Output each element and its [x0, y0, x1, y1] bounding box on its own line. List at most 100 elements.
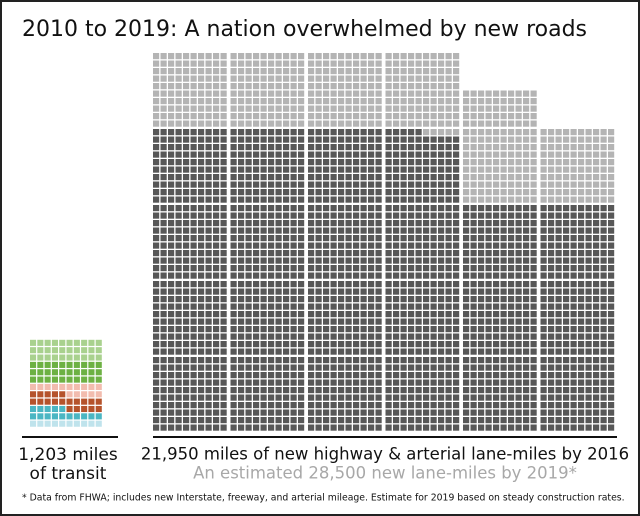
transit-square — [51, 369, 58, 376]
highway-square — [508, 235, 515, 242]
highway-square — [323, 296, 330, 303]
highway-square — [570, 372, 577, 379]
highway-square — [205, 196, 212, 203]
estimate-square — [453, 68, 460, 75]
highway-square — [260, 326, 267, 333]
highway-square — [345, 341, 352, 348]
estimate-square — [445, 68, 452, 75]
highway-square — [338, 387, 345, 394]
highway-square — [585, 235, 592, 242]
highway-square — [470, 205, 477, 212]
highway-square — [160, 144, 167, 151]
highway-square — [493, 387, 500, 394]
estimate-square — [515, 105, 522, 112]
highway-square — [608, 311, 615, 318]
highway-square — [220, 242, 227, 249]
highway-square — [563, 402, 570, 409]
highway-square — [245, 136, 252, 143]
highway-square — [205, 326, 212, 333]
highway-square — [408, 235, 415, 242]
highway-square — [438, 288, 445, 295]
highway-square — [453, 242, 460, 249]
estimate-square — [353, 60, 360, 67]
transit-square — [66, 354, 73, 361]
highway-square — [175, 387, 182, 394]
highway-square — [570, 205, 577, 212]
highway-square — [593, 394, 600, 401]
highway-square — [345, 205, 352, 212]
highway-square — [205, 220, 212, 227]
highway-square — [315, 159, 322, 166]
highway-square — [585, 409, 592, 416]
highway-square — [393, 303, 400, 310]
highway-square — [453, 357, 460, 364]
highway-square — [430, 402, 437, 409]
highway-square — [338, 159, 345, 166]
highway-square — [298, 166, 305, 173]
estimate-square — [385, 98, 392, 105]
highway-square — [423, 242, 430, 249]
highway-square — [478, 326, 485, 333]
highway-square — [430, 181, 437, 188]
highway-square — [445, 364, 452, 371]
highway-square — [308, 372, 315, 379]
highway-square — [190, 394, 197, 401]
highway-square — [408, 387, 415, 394]
highway-square — [500, 242, 507, 249]
highway-square — [415, 387, 422, 394]
estimate-square — [385, 68, 392, 75]
highway-square — [198, 220, 205, 227]
highway-square — [190, 257, 197, 264]
highway-square — [230, 281, 237, 288]
highway-square — [160, 318, 167, 325]
transit-square — [51, 413, 58, 420]
highway-square — [515, 205, 522, 212]
transit-label: of transit — [30, 464, 107, 484]
estimate-square — [205, 75, 212, 82]
highway-square — [315, 387, 322, 394]
highway-square — [578, 296, 585, 303]
estimate-square — [368, 68, 375, 75]
highway-square — [548, 357, 555, 364]
transit-square — [88, 398, 95, 405]
highway-square — [168, 348, 175, 355]
highway-square — [230, 196, 237, 203]
highway-square — [415, 129, 422, 136]
highway-square — [338, 257, 345, 264]
highway-square — [168, 227, 175, 234]
estimate-square — [570, 159, 577, 166]
highway-square — [275, 394, 282, 401]
highway-square — [175, 272, 182, 279]
highway-square — [330, 357, 337, 364]
highway-square — [153, 341, 160, 348]
estimate-square — [275, 53, 282, 60]
highway-square — [338, 394, 345, 401]
estimate-square — [238, 53, 245, 60]
highway-square — [470, 402, 477, 409]
estimate-square — [600, 144, 607, 151]
estimate-square — [213, 120, 220, 127]
highway-square — [530, 265, 537, 272]
highway-square — [608, 227, 615, 234]
highway-square — [275, 296, 282, 303]
highway-square — [323, 129, 330, 136]
highway-square — [385, 129, 392, 136]
highway-square — [540, 341, 547, 348]
highway-square — [438, 303, 445, 310]
highway-square — [608, 424, 615, 431]
highway-square — [323, 326, 330, 333]
highway-square — [283, 402, 290, 409]
highway-square — [445, 387, 452, 394]
estimate-square — [323, 98, 330, 105]
highway-square — [183, 333, 190, 340]
highway-square — [360, 174, 367, 181]
highway-square — [183, 136, 190, 143]
transit-square — [59, 369, 66, 376]
highway-square — [183, 250, 190, 257]
transit-square — [81, 339, 88, 346]
highway-square — [345, 220, 352, 227]
transit-square — [51, 391, 58, 398]
highway-square — [485, 417, 492, 424]
highway-square — [183, 303, 190, 310]
